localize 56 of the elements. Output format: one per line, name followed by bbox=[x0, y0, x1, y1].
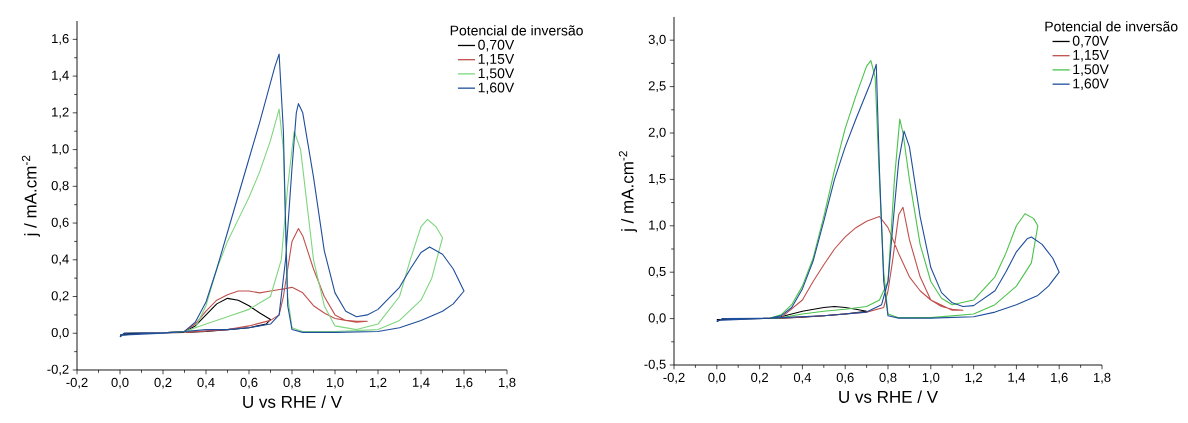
x-tick-label: -0,2 bbox=[66, 377, 88, 389]
y-tick-label: 0,8 bbox=[51, 180, 69, 192]
y-tick-label: 1,0 bbox=[52, 144, 69, 155]
line-series bbox=[716, 63, 1060, 322]
y-tick-label: 0,0 bbox=[648, 313, 666, 324]
x-tick-label: 0,2 bbox=[751, 372, 768, 384]
x-tick-label: 0,4 bbox=[793, 372, 812, 384]
x-tick-label: -0,2 bbox=[663, 372, 685, 384]
legend-label: 0,70V bbox=[1072, 35, 1109, 48]
y-tick-label: 1,4 bbox=[52, 70, 69, 82]
x-axis-title: U vs RHE / V bbox=[839, 390, 938, 403]
legend-label: 0,70V bbox=[478, 39, 515, 52]
x-tick-label: 1,6 bbox=[1051, 372, 1068, 384]
legend-label: 1,50V bbox=[478, 68, 515, 80]
y-tick-label: 1,2 bbox=[52, 107, 69, 119]
x-tick-label: 0,8 bbox=[879, 372, 897, 384]
x-tick-label: 0,6 bbox=[240, 377, 258, 389]
x-tick-label: 1,4 bbox=[1008, 372, 1026, 384]
y-tick-label: 1,0 bbox=[649, 220, 666, 232]
y-tick-label: 2,5 bbox=[648, 81, 666, 92]
legend-label: 1,50V bbox=[1073, 64, 1109, 76]
y-tick-label: 0,2 bbox=[51, 291, 69, 302]
x-tick-label: 0,6 bbox=[836, 372, 854, 384]
x-tick-label: 1,2 bbox=[369, 377, 387, 389]
y-tick-label: 0,5 bbox=[648, 266, 666, 278]
x-tick-label: 0,0 bbox=[111, 377, 129, 389]
y-tick-label: 3,0 bbox=[648, 34, 666, 46]
legend-title: Potencial de inversão bbox=[450, 25, 583, 36]
x-tick-label: 1,8 bbox=[1093, 372, 1111, 384]
legend-title: Potencial de inversão bbox=[1045, 21, 1178, 32]
x-tick-label: 1,4 bbox=[412, 377, 430, 389]
y-tick-label: 0,6 bbox=[51, 217, 69, 229]
y-tick-label: 2,0 bbox=[648, 127, 666, 139]
x-tick-label: 1,8 bbox=[498, 377, 516, 389]
legend-label: 1,60V bbox=[1073, 78, 1109, 91]
x-tick-label: 0,2 bbox=[154, 377, 172, 389]
y-tick-label: 0,4 bbox=[51, 254, 69, 266]
x-tick-label: 0,0 bbox=[708, 372, 726, 384]
x-tick-label: 1,0 bbox=[922, 372, 940, 384]
y-tick-label: 1,6 bbox=[52, 33, 69, 45]
line-series bbox=[119, 53, 465, 338]
y-tick-label: 1,5 bbox=[649, 174, 666, 185]
legend-label: 1,60V bbox=[478, 82, 515, 95]
y-axis-title: j / mA.cm$^{-2}$ bbox=[21, 155, 40, 237]
y-tick-label: -0,5 bbox=[644, 359, 666, 371]
y-tick-label: -0,2 bbox=[47, 364, 69, 376]
x-tick-label: 1,6 bbox=[455, 377, 473, 389]
x-tick-label: 0,8 bbox=[283, 377, 301, 389]
x-tick-label: 1,0 bbox=[326, 377, 344, 389]
y-axis-title: j / mA.cm$^{-2}$ bbox=[618, 151, 637, 233]
x-tick-label: 0,4 bbox=[197, 377, 215, 389]
legend-label: 1,15V bbox=[478, 54, 515, 66]
x-tick-label: 1,2 bbox=[965, 372, 982, 384]
legend-label: 1,15V bbox=[1073, 50, 1109, 62]
y-tick-label: 0,0 bbox=[51, 327, 69, 339]
x-axis-title: U vs RHE / V bbox=[243, 395, 342, 408]
